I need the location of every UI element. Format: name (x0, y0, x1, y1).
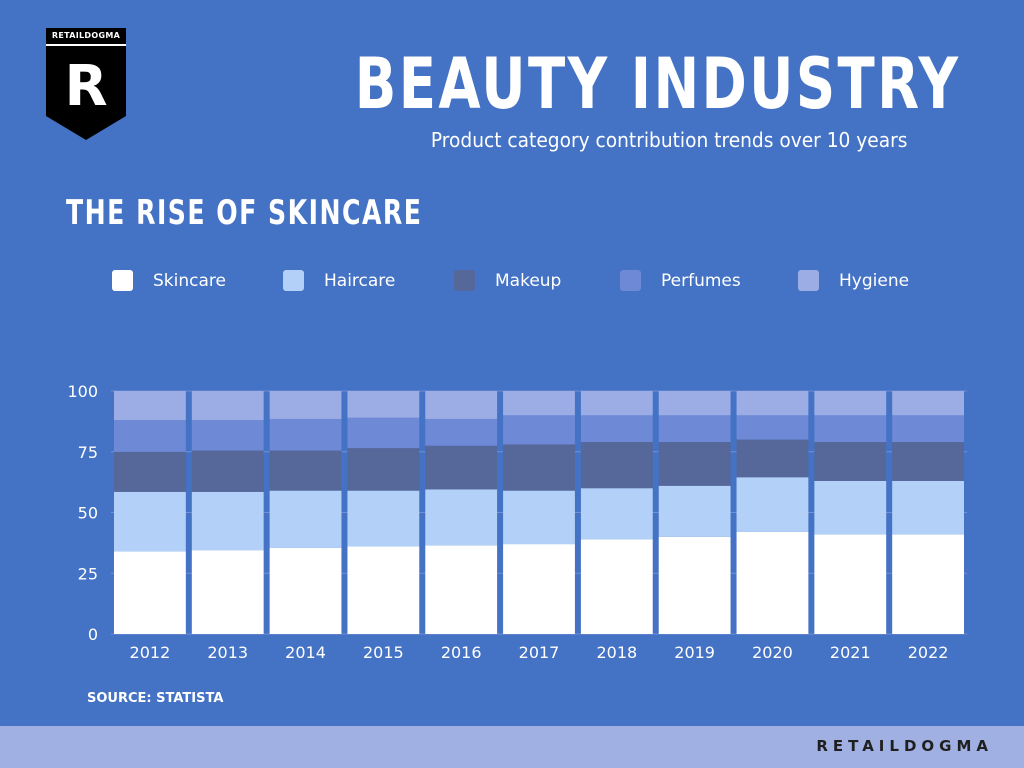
x-tick-label: 2014 (285, 643, 326, 662)
bar-segment-perfumes (814, 415, 887, 443)
bar-segment-perfumes (503, 415, 575, 445)
y-tick-label: 25 (78, 564, 98, 583)
chart-bars (114, 391, 964, 634)
bar-segment-makeup (814, 442, 887, 481)
bar-segment-hygiene (892, 391, 964, 416)
section-title: THE RISE OF SKINCARE (66, 193, 423, 233)
x-tick-label: 2012 (130, 643, 171, 662)
bar-segment-perfumes (580, 415, 653, 443)
legend-label-skincare: Skincare (153, 271, 226, 291)
bar-segment-perfumes (269, 418, 342, 451)
bar-segment-makeup (892, 442, 964, 481)
stacked-bar-chart: Skincare Haircare Makeup Perfumes Hygiene 0 2… (67, 270, 967, 662)
bar-segment-skincare (425, 545, 498, 634)
x-tick-label: 2022 (908, 643, 949, 662)
x-tick-label: 2013 (207, 643, 248, 662)
x-tick-label: 2019 (674, 643, 715, 662)
bar-segment-haircare (580, 488, 653, 540)
bar-segment-skincare (658, 536, 731, 634)
bar-segment-perfumes (425, 418, 498, 446)
bar-segment-haircare (425, 489, 498, 546)
bar-segment-makeup (503, 444, 575, 491)
bar-segment-hygiene (114, 391, 186, 421)
bar-segment-makeup (580, 442, 653, 489)
bar-segment-haircare (736, 477, 809, 532)
bar-segment-hygiene (191, 391, 264, 421)
bar-segment-skincare (347, 546, 420, 634)
x-tick-label: 2018 (596, 643, 637, 662)
legend-label-haircare: Haircare (324, 271, 395, 291)
bar-segment-makeup (736, 439, 809, 478)
bar-segment-hygiene (580, 391, 653, 416)
y-tick-label: 50 (78, 504, 98, 523)
bar-segment-skincare (814, 534, 887, 634)
legend-label-hygiene: Hygiene (839, 271, 909, 291)
legend-label-perfumes: Perfumes (661, 271, 741, 291)
bar-segment-haircare (347, 490, 420, 547)
bar-segment-hygiene (425, 391, 498, 419)
x-tick-label: 2020 (752, 643, 793, 662)
x-axis: 2012 2013 2014 2015 2016 2017 2018 2019 2020 2021… (130, 643, 949, 662)
bar-segment-skincare (114, 551, 186, 634)
legend-label-makeup: Makeup (495, 271, 561, 291)
y-axis: 0 25 50 75 100 (67, 382, 98, 644)
legend-swatch-perfumes (620, 270, 641, 291)
legend-swatch-haircare (283, 270, 304, 291)
x-tick-label: 2017 (519, 643, 560, 662)
bar-segment-haircare (503, 490, 575, 545)
bar-segment-makeup (191, 450, 264, 492)
bar-segment-skincare (269, 547, 342, 634)
page-subtitle: Product category contribution trends ove… (430, 128, 907, 152)
bar-segment-haircare (892, 480, 964, 535)
bar-segment-makeup (658, 442, 731, 486)
bar-segment-haircare (191, 491, 264, 551)
source-note: SOURCE: STATISTA (87, 691, 224, 706)
y-tick-label: 0 (88, 625, 98, 644)
bar-segment-makeup (269, 450, 342, 491)
bar-segment-hygiene (503, 391, 575, 416)
legend-swatch-hygiene (798, 270, 819, 291)
bar-segment-skincare (892, 534, 964, 634)
chart-legend: Skincare Haircare Makeup Perfumes Hygiene (112, 270, 909, 291)
bar-segment-perfumes (892, 415, 964, 443)
bar-segment-makeup (114, 451, 186, 492)
logo-text: RETAILDOGMA (51, 31, 121, 40)
bar-segment-perfumes (658, 415, 731, 443)
footer-brand: RETAILDOGMA (816, 737, 993, 755)
bar-segment-perfumes (736, 415, 809, 440)
bar-segment-haircare (658, 485, 731, 537)
bar-segment-skincare (580, 539, 653, 634)
x-tick-label: 2016 (441, 643, 482, 662)
x-tick-label: 2021 (830, 643, 871, 662)
bar-segment-makeup (347, 448, 420, 491)
bar-segment-perfumes (347, 417, 420, 449)
bar-segment-haircare (269, 490, 342, 548)
bar-segment-hygiene (269, 391, 342, 419)
logo-shield-icon (46, 28, 126, 140)
legend-swatch-makeup (454, 270, 475, 291)
y-tick-label: 100 (67, 382, 98, 401)
bar-segment-makeup (425, 445, 498, 490)
bar-segment-hygiene (347, 391, 420, 418)
bar-segment-hygiene (736, 391, 809, 416)
x-tick-label: 2015 (363, 643, 404, 662)
bar-segment-hygiene (658, 391, 731, 416)
legend-swatch-skincare (112, 270, 133, 291)
bar-segment-skincare (736, 531, 809, 634)
logo-letter: R (64, 54, 108, 119)
bar-segment-perfumes (191, 420, 264, 451)
footer-bar: RETAILDOGMA (0, 726, 1024, 768)
bar-segment-hygiene (814, 391, 887, 416)
bar-segment-perfumes (114, 420, 186, 452)
bar-segment-haircare (814, 480, 887, 535)
bar-segment-skincare (191, 550, 264, 634)
bar-segment-skincare (503, 544, 575, 634)
page-title: BEAUTY INDUSTRY (354, 43, 960, 125)
y-tick-label: 75 (78, 443, 98, 462)
bar-segment-haircare (114, 491, 186, 552)
